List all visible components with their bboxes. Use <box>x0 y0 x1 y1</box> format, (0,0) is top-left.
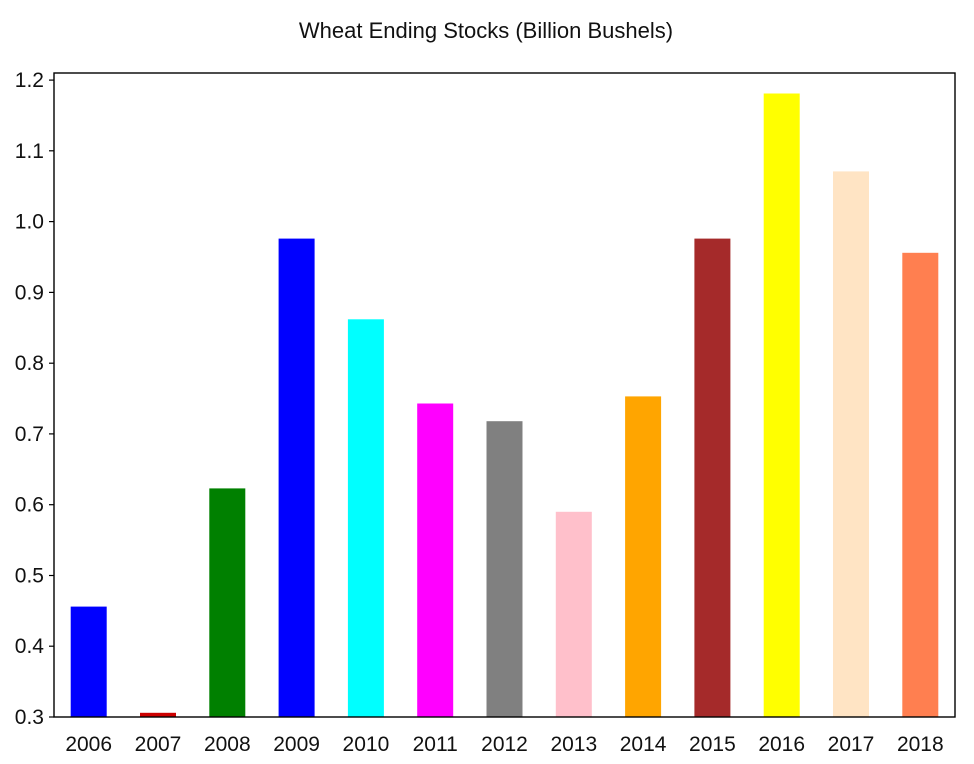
y-tick-label: 1.2 <box>15 69 44 92</box>
x-tick-label: 2009 <box>273 733 320 756</box>
x-tick-label: 2012 <box>481 733 528 756</box>
bar-2008 <box>209 488 246 717</box>
y-axis: 0.3 0.4 0.5 0.6 0.7 0.8 0.9 1.0 1.1 1.2 <box>15 69 54 729</box>
bar-2013 <box>555 511 592 717</box>
bar-2017 <box>833 171 869 717</box>
bars-group <box>70 93 939 718</box>
bar-2018 <box>902 252 939 718</box>
y-tick-label: 0.3 <box>15 706 44 729</box>
plot-frame <box>53 72 956 718</box>
bar-2016 <box>763 93 800 717</box>
bar-2012 <box>486 421 523 717</box>
bar-2007 <box>140 712 176 717</box>
x-axis: 2006 2007 2008 2009 2010 2011 2012 2013 2014 2015… <box>65 733 943 756</box>
bar-2011 <box>417 403 454 717</box>
y-tick-label: 0.8 <box>15 352 44 375</box>
x-tick-label: 2014 <box>620 733 667 756</box>
y-tick-label: 0.7 <box>15 423 44 446</box>
x-tick-label: 2013 <box>550 733 597 756</box>
y-tick-label: 0.9 <box>15 281 44 304</box>
x-tick-label: 2015 <box>689 733 736 756</box>
x-tick-label: 2017 <box>828 733 875 756</box>
bar-2010 <box>347 319 384 717</box>
y-tick-label: 1.1 <box>15 140 44 163</box>
x-tick-label: 2011 <box>413 733 458 756</box>
x-tick-label: 2010 <box>343 733 390 756</box>
y-tick-label: 1.0 <box>15 211 44 234</box>
bar-2014 <box>625 396 662 717</box>
y-tick-label: 0.5 <box>15 565 44 588</box>
bar-2009 <box>278 238 315 717</box>
x-tick-label: 2007 <box>135 733 182 756</box>
x-tick-label: 2018 <box>897 733 944 756</box>
bar-2006 <box>70 606 107 717</box>
y-tick-label: 0.6 <box>15 494 44 517</box>
chart-title: Wheat Ending Stocks (Billion Bushels) <box>299 18 673 43</box>
y-tick-label: 0.4 <box>15 635 45 658</box>
x-tick-label: 2016 <box>758 733 805 756</box>
x-tick-label: 2008 <box>204 733 251 756</box>
bar-2015 <box>694 238 731 717</box>
x-tick-label: 2006 <box>65 733 112 756</box>
